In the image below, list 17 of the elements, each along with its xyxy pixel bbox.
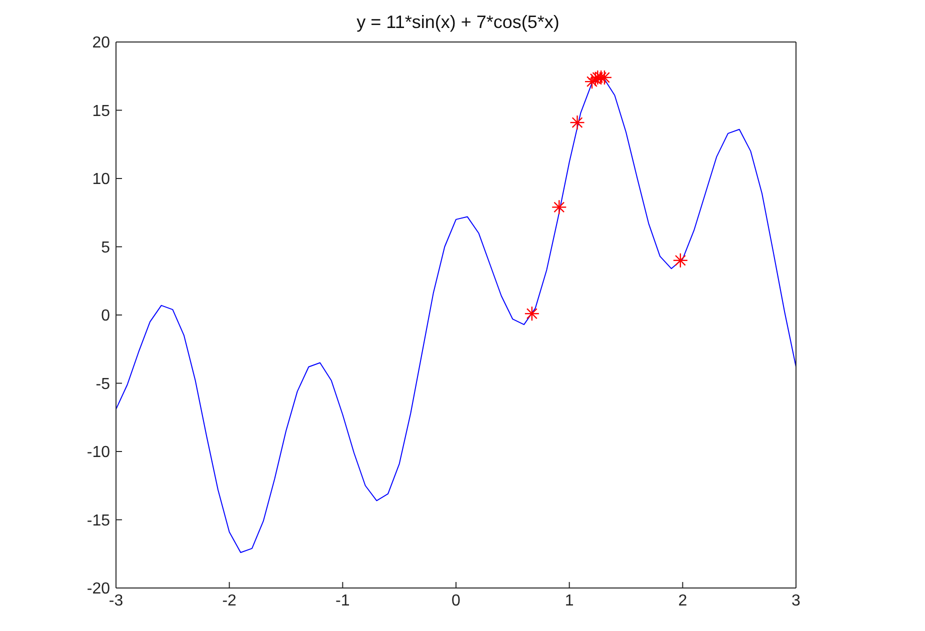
y-tick-label: -10 <box>86 444 110 462</box>
x-tick-label: 2 <box>678 592 688 610</box>
y-tick-label: 15 <box>92 102 110 120</box>
x-tick-label: 0 <box>452 592 461 610</box>
y-tick-label: 5 <box>101 239 110 256</box>
x-tick-label: -2 <box>222 592 237 610</box>
chart-title: y = 11*sin(x) + 7*cos(5*x) <box>356 12 560 33</box>
y-tick-label: -5 <box>96 376 110 393</box>
x-tick-label: 1 <box>564 592 574 610</box>
y-tick-label: -20 <box>86 580 110 598</box>
y-tick-label: 10 <box>92 171 110 188</box>
y-tick-label: -15 <box>86 512 110 530</box>
y-tick-label: 0 <box>101 308 110 325</box>
y-tick-label: 20 <box>92 34 110 52</box>
x-tick-label: 3 <box>792 592 801 610</box>
x-tick-label: -3 <box>108 592 124 610</box>
x-tick-label: -1 <box>336 592 350 610</box>
